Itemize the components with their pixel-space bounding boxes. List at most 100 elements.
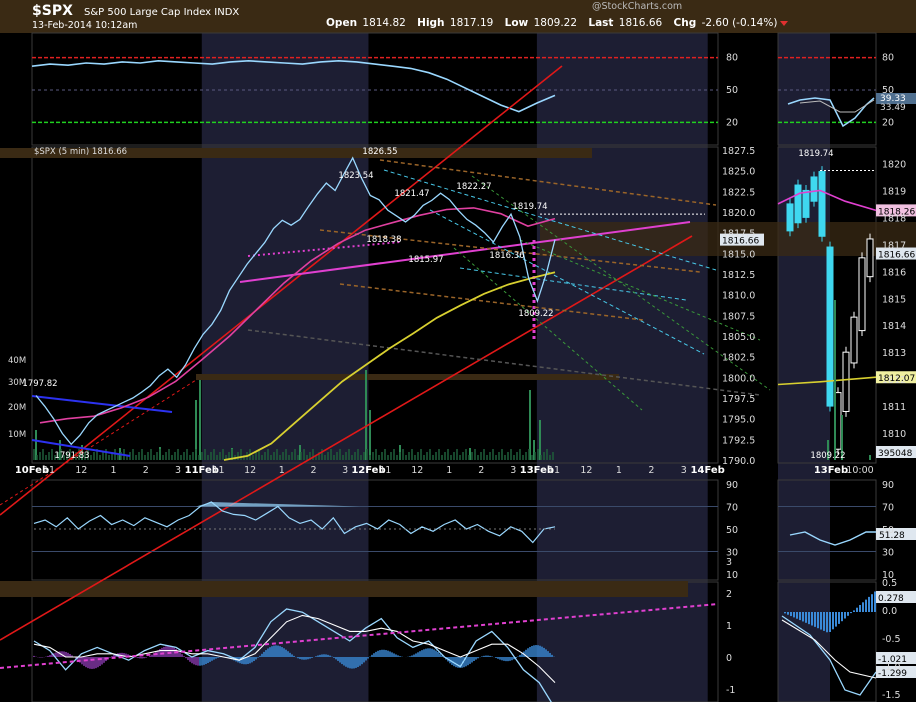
pink-channel: [239, 221, 691, 283]
hour-label: 12: [75, 465, 87, 476]
hour-label: 11: [548, 465, 560, 476]
macd-inset-tag: -1.021: [878, 655, 907, 665]
fan-line: [339, 283, 644, 321]
green-fan: [519, 239, 761, 341]
mid-inset-line: [789, 531, 876, 546]
exchange-code: INDX: [214, 7, 240, 18]
macd-inset-tick: -1.0: [882, 662, 901, 673]
inset-candle: [802, 189, 810, 218]
cyan-fan: [383, 169, 717, 271]
price-annotation: 1809.22: [518, 309, 553, 319]
chg-value: -2.60 (-0.14%): [701, 17, 778, 29]
last-label: Last: [588, 17, 614, 29]
price-tick: 1812.5: [722, 270, 755, 281]
price-legend: $SPX (5 min) 1816.66: [34, 147, 127, 157]
rsi-inset-tag2: 33.49: [880, 103, 906, 113]
inset-day-label: 13Feb: [814, 465, 848, 476]
macd-inset-tick: -0.5: [882, 634, 901, 645]
down-arrow-icon: [780, 20, 789, 26]
moving-average-pink: [39, 207, 556, 424]
inset-price-tick: 1817: [882, 240, 906, 251]
price-annotation: 1816.36: [489, 251, 524, 261]
day-label: 11Feb: [185, 465, 219, 476]
price-tick: 1807.5: [722, 311, 755, 322]
macd-inset-signal: [781, 619, 877, 679]
fan-line: [319, 229, 701, 273]
hour-label: 2: [478, 465, 484, 476]
rsi-inset-tick: 50: [882, 85, 894, 96]
rsi-inset-signal: [799, 99, 875, 113]
ticker-symbol[interactable]: $SPX: [32, 3, 73, 19]
hour-label: 1: [110, 465, 116, 476]
chart-header-band: [0, 0, 916, 33]
chart-background: [0, 32, 916, 702]
inset-panel-frame: [777, 32, 877, 146]
price-tick: 1825.0: [722, 167, 755, 178]
inset-tag-bg: [876, 371, 916, 384]
price-annotation: 1822.27: [456, 182, 491, 192]
volume-label: 40M: [8, 356, 26, 366]
index-name: S&P 500 Large Cap Index INDX: [84, 7, 239, 18]
inset-panel-frame: [777, 146, 877, 464]
macd-tick: 2: [726, 589, 732, 600]
price-line: [35, 156, 556, 446]
macd-inset-tag-bg: [876, 666, 916, 678]
mid-tick: 10: [726, 570, 738, 581]
price-tag-bg: [720, 233, 764, 246]
rsi-inset-tick: 80: [882, 53, 894, 64]
mid-rsi-line: [33, 501, 556, 544]
inset-candle: [810, 176, 818, 202]
inset-price-tick: 1810: [882, 429, 906, 440]
volume-label: 20M: [8, 403, 26, 413]
hour-label: 3: [175, 465, 181, 476]
hour-label: 12: [411, 465, 423, 476]
inset-tag-bg: [876, 446, 916, 458]
macd-inset-tag-bg: [876, 652, 916, 664]
hour-label: 3: [342, 465, 348, 476]
cyan-fan: [459, 267, 687, 301]
mid-tick: 90: [726, 480, 738, 491]
resistance-band: [0, 148, 592, 158]
fan-line: [247, 329, 761, 396]
mid-inset-tick: 10: [882, 570, 894, 581]
mid-inset-tag-bg: [876, 528, 916, 540]
price-tick: 1795.0: [722, 415, 755, 426]
price-tag: 1816.66: [722, 237, 759, 247]
macd-tick: 1: [726, 621, 732, 632]
panel-frame: [31, 32, 719, 146]
macd-tick: 0: [726, 653, 732, 664]
hour-label: 3: [681, 465, 687, 476]
inset-price-tick: 1813: [882, 348, 906, 359]
inset-price-tick: 1820: [882, 159, 906, 170]
upper-trend-line: [0, 65, 563, 516]
moving-average-yellow: [223, 271, 556, 461]
inset-tag: 1816.66: [878, 251, 915, 261]
blue-trend-top: [31, 395, 173, 413]
volume-label: 10M: [8, 430, 26, 440]
open-value: 1814.82: [362, 17, 406, 29]
inset-annotation: 1809.22: [810, 451, 845, 461]
macd-signal-line: [33, 614, 556, 683]
price-annotation: 1791.83: [54, 451, 89, 461]
inset-candle: [858, 257, 866, 332]
price-annotation: 1821.47: [394, 189, 429, 199]
open-label: Open: [326, 17, 358, 29]
macd-inset-line: [781, 615, 877, 696]
inset-price-tick: 1816: [882, 267, 906, 278]
macd-inset-tick: -1.5: [882, 690, 901, 701]
chart-timestamp: 13-Feb-2014 10:12am: [32, 20, 138, 31]
inset-tag: 1812.07: [878, 374, 915, 384]
inset-tag-bg: [876, 204, 916, 217]
macd-inset-tag: -1.299: [878, 669, 907, 679]
price-tick: 1800.0: [722, 373, 755, 384]
hour-label: 11: [379, 465, 391, 476]
hour-label: 2: [310, 465, 316, 476]
price-tick: 1810.0: [722, 291, 755, 302]
inset-candle: [786, 203, 794, 232]
lower-trend-line: [0, 235, 693, 641]
high-label: High: [417, 17, 445, 29]
hour-label: 12: [244, 465, 256, 476]
index-title: S&P 500 Large Cap Index: [84, 7, 212, 18]
